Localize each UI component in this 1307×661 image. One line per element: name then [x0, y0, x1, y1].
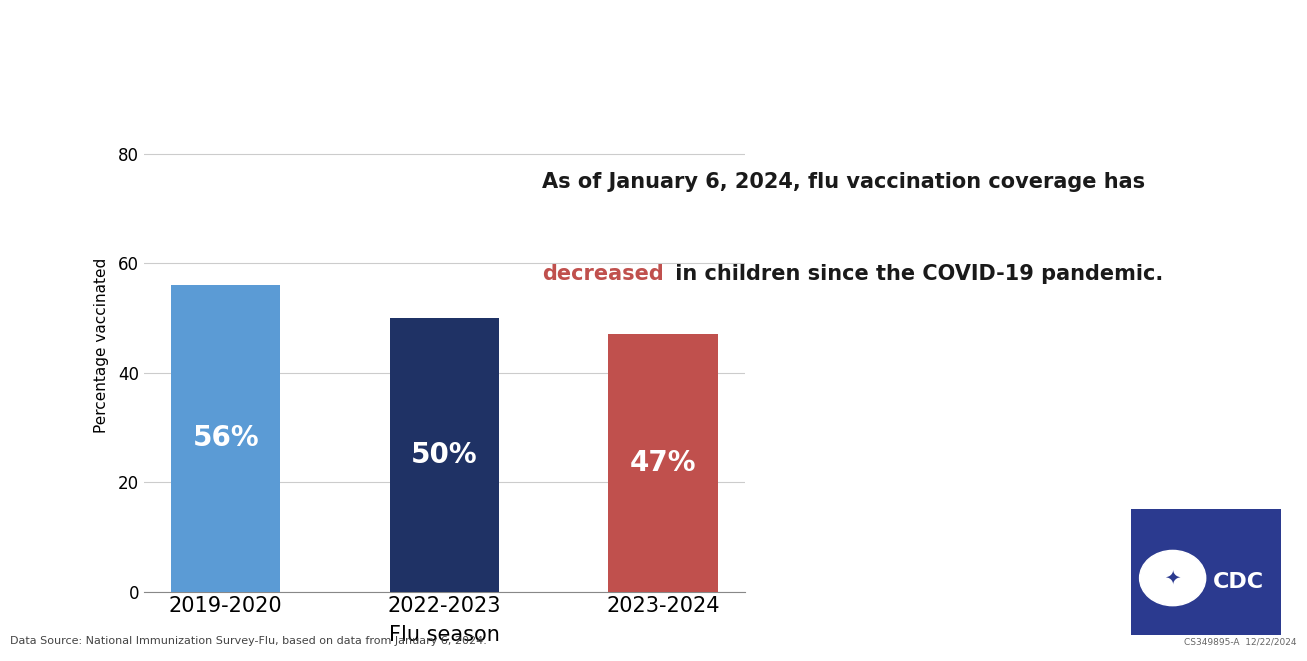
- Text: Flu Vaccination Coverage: Flu Vaccination Coverage: [29, 34, 463, 62]
- Text: decreased: decreased: [542, 264, 664, 284]
- Bar: [171, 285, 281, 592]
- Circle shape: [1140, 551, 1205, 605]
- X-axis label: Flu season: Flu season: [389, 625, 499, 644]
- Text: CDC: CDC: [1213, 572, 1264, 592]
- Text: 47%: 47%: [630, 449, 697, 477]
- Text: in children since the COVID-19 pandemic.: in children since the COVID-19 pandemic.: [668, 264, 1163, 284]
- Text: in Children 6 Months to 17 Years: in Children 6 Months to 17 Years: [463, 34, 967, 62]
- Text: Data Source: National Immunization Survey-Flu, based on data from January 6, 202: Data Source: National Immunization Surve…: [10, 637, 488, 646]
- Bar: [389, 318, 499, 592]
- Text: 56%: 56%: [192, 424, 259, 452]
- Bar: [608, 334, 718, 592]
- Y-axis label: Percentage vaccinated: Percentage vaccinated: [94, 258, 110, 433]
- Text: As of January 6, 2024, flu vaccination coverage has: As of January 6, 2024, flu vaccination c…: [542, 172, 1145, 192]
- FancyBboxPatch shape: [1127, 505, 1285, 639]
- Text: 50%: 50%: [412, 441, 477, 469]
- Text: CS349895-A  12/22/2024: CS349895-A 12/22/2024: [1184, 637, 1297, 646]
- Text: ✦: ✦: [1165, 568, 1180, 588]
